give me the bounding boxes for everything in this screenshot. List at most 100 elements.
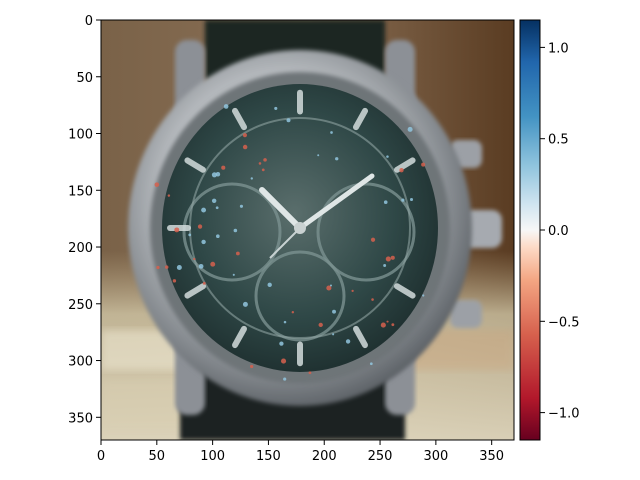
saliency-speck bbox=[250, 364, 254, 369]
y-axis: 0 50 100 150 200 250 300 350 bbox=[68, 14, 101, 426]
saliency-speck bbox=[211, 172, 218, 178]
y-tick-label: 300 bbox=[68, 355, 93, 370]
hour-marker bbox=[393, 283, 416, 299]
saliency-speck bbox=[197, 224, 203, 229]
saliency-speck bbox=[399, 168, 404, 173]
saliency-speck bbox=[291, 311, 295, 314]
saliency-speck bbox=[386, 155, 389, 158]
hour-marker bbox=[353, 107, 368, 131]
saliency-speck bbox=[215, 206, 219, 210]
hour-marker bbox=[353, 325, 368, 349]
saliency-speck bbox=[318, 322, 323, 328]
saliency-speck bbox=[286, 118, 291, 123]
x-tick-label: 100 bbox=[200, 449, 225, 464]
saliency-speck bbox=[201, 207, 207, 213]
saliency-speck bbox=[370, 237, 376, 242]
saliency-speck bbox=[421, 162, 426, 167]
saliency-speck bbox=[164, 265, 169, 269]
saliency-speck bbox=[154, 182, 160, 187]
x-tick-label: 150 bbox=[256, 449, 281, 464]
saliency-speck bbox=[232, 273, 235, 276]
saliency-speck bbox=[174, 227, 180, 233]
hour-marker bbox=[393, 157, 416, 173]
hour-marker bbox=[232, 107, 247, 131]
x-tick-label: 0 bbox=[97, 449, 105, 464]
saliency-speck bbox=[201, 239, 206, 245]
saliency-speck bbox=[390, 255, 395, 260]
saliency-speck bbox=[221, 165, 226, 170]
saliency-speck bbox=[239, 204, 244, 208]
saliency-speck bbox=[329, 284, 333, 287]
hour-marker bbox=[184, 283, 207, 299]
saliency-speck bbox=[409, 197, 414, 202]
saliency-speck bbox=[371, 298, 374, 301]
y-tick-label: 350 bbox=[68, 411, 93, 426]
saliency-speck bbox=[401, 198, 405, 202]
y-tick-label: 250 bbox=[68, 298, 93, 313]
saliency-speck bbox=[263, 158, 267, 162]
saliency-speck bbox=[210, 261, 216, 267]
saliency-speck bbox=[283, 320, 287, 324]
saliency-speck bbox=[345, 339, 351, 344]
saliency-speck bbox=[279, 341, 284, 346]
saliency-speck bbox=[223, 104, 229, 109]
saliency-speck bbox=[335, 157, 339, 161]
saliency-speck bbox=[250, 177, 253, 180]
hour-marker bbox=[184, 157, 207, 173]
saliency-speck bbox=[308, 371, 312, 375]
hour-marker bbox=[232, 325, 247, 349]
saliency-speck bbox=[233, 228, 238, 233]
saliency-speck bbox=[156, 265, 160, 270]
saliency-speck bbox=[193, 257, 196, 261]
saliency-speck bbox=[188, 233, 192, 237]
saliency-speck bbox=[274, 106, 278, 110]
y-tick-label: 0 bbox=[85, 14, 93, 29]
saliency-speck bbox=[407, 126, 413, 132]
saliency-speck bbox=[385, 256, 391, 262]
saliency-speck bbox=[330, 131, 333, 134]
plot-frame bbox=[100, 19, 515, 441]
saliency-speck bbox=[383, 200, 388, 204]
saliency-speck bbox=[242, 133, 247, 138]
saliency-speck bbox=[198, 263, 204, 269]
saliency-speck bbox=[242, 144, 248, 150]
saliency-speck bbox=[351, 289, 354, 293]
x-tick-label: 200 bbox=[312, 449, 337, 464]
colorbar: −1.0 −0.5 0.0 0.5 1.0 bbox=[519, 19, 580, 441]
colorbar-gradient bbox=[520, 20, 540, 440]
saliency-speck bbox=[369, 362, 373, 366]
saliency-speck bbox=[280, 358, 287, 364]
saliency-speck bbox=[258, 162, 262, 165]
y-tick-label: 50 bbox=[76, 71, 93, 86]
saliency-speck bbox=[332, 309, 336, 314]
x-tick-label: 250 bbox=[368, 449, 393, 464]
y-tick-label: 150 bbox=[68, 184, 93, 199]
saliency-speck bbox=[242, 301, 248, 307]
saliency-speck bbox=[391, 323, 395, 327]
saliency-speck bbox=[235, 251, 240, 256]
saliency-speck bbox=[176, 265, 182, 271]
saliency-speck bbox=[172, 279, 177, 283]
x-tick-label: 300 bbox=[423, 449, 448, 464]
saliency-speck bbox=[380, 322, 386, 328]
x-axis: 0 50 100 150 200 250 300 350 bbox=[97, 440, 504, 464]
colorbar-tick-label: −0.5 bbox=[548, 315, 580, 330]
saliency-speck bbox=[383, 264, 387, 267]
saliency-speck bbox=[317, 154, 320, 157]
saliency-speck bbox=[216, 234, 220, 239]
saliency-speck bbox=[326, 285, 332, 291]
saliency-speck bbox=[167, 194, 171, 197]
x-tick-label: 350 bbox=[479, 449, 504, 464]
y-tick-label: 100 bbox=[68, 128, 93, 143]
y-tick-label: 200 bbox=[68, 241, 93, 256]
saliency-speck bbox=[283, 377, 287, 381]
saliency-speck bbox=[267, 282, 272, 288]
saliency-speck bbox=[332, 333, 335, 336]
colorbar-tick-label: 0.0 bbox=[548, 224, 569, 239]
saliency-speck bbox=[386, 320, 389, 323]
heatmap-image bbox=[101, 20, 514, 440]
saliency-speck bbox=[261, 168, 265, 172]
saliency-speck bbox=[202, 281, 206, 285]
colorbar-tick-label: −1.0 bbox=[548, 407, 580, 422]
